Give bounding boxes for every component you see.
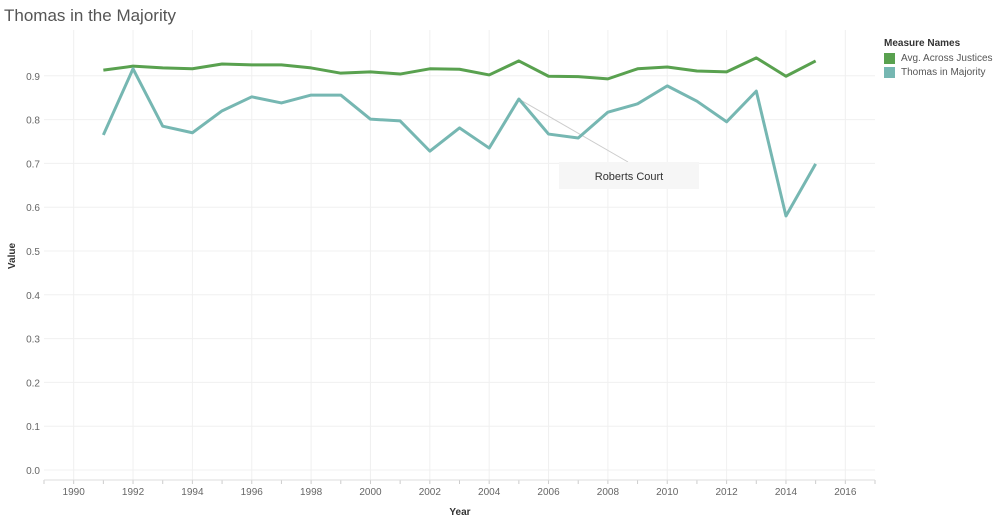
y-tick-label: 0.4: [26, 291, 40, 302]
y-tick-label: 0.0: [26, 466, 40, 477]
chart-title: Thomas in the Majority: [4, 6, 176, 25]
x-tick-label: 1992: [122, 487, 145, 498]
x-tick-label: 1990: [63, 487, 86, 498]
legend-label: Thomas in Majority: [901, 67, 986, 78]
y-axis-title: Value: [7, 243, 18, 270]
series-line-avg-across-justices: [103, 56, 817, 81]
legend: Measure Names Avg. Across Justices Thoma…: [884, 38, 993, 81]
x-tick-label: 2006: [537, 487, 560, 498]
annotation-box: [559, 162, 699, 189]
x-tick-label: 2002: [419, 487, 442, 498]
x-tick-label: 2000: [359, 487, 382, 498]
legend-swatch: [884, 67, 895, 78]
x-axis-title: Year: [449, 507, 470, 518]
x-tick-label: 2016: [834, 487, 857, 498]
y-tick-label: 0.2: [26, 378, 40, 389]
x-tick-label: 2004: [478, 487, 501, 498]
legend-swatch: [884, 53, 895, 64]
annotation-line: [518, 98, 629, 163]
x-tick-label: 1996: [241, 487, 264, 498]
y-tick-label: 0.3: [26, 335, 40, 346]
y-tick-label: 0.1: [26, 422, 40, 433]
y-tick-label: 0.5: [26, 247, 40, 258]
legend-item-avg[interactable]: Avg. Across Justices: [884, 53, 993, 64]
annotation-label: Roberts Court: [595, 171, 663, 183]
y-tick-label: 0.9: [26, 72, 40, 83]
x-tick-label: 2014: [775, 487, 798, 498]
legend-label: Avg. Across Justices: [901, 53, 993, 64]
x-tick-label: 1998: [300, 487, 323, 498]
x-tick-label: 2010: [656, 487, 679, 498]
legend-title: Measure Names: [884, 38, 961, 49]
y-tick-label: 0.6: [26, 203, 40, 214]
y-tick-label: 0.8: [26, 116, 40, 127]
legend-item-thomas[interactable]: Thomas in Majority: [884, 67, 993, 78]
x-tick-label: 2012: [715, 487, 738, 498]
x-tick-label: 2008: [597, 487, 620, 498]
series-line-thomas-in-majority: [101, 67, 817, 218]
y-tick-label: 0.7: [26, 159, 40, 170]
x-tick-label: 1994: [181, 487, 204, 498]
